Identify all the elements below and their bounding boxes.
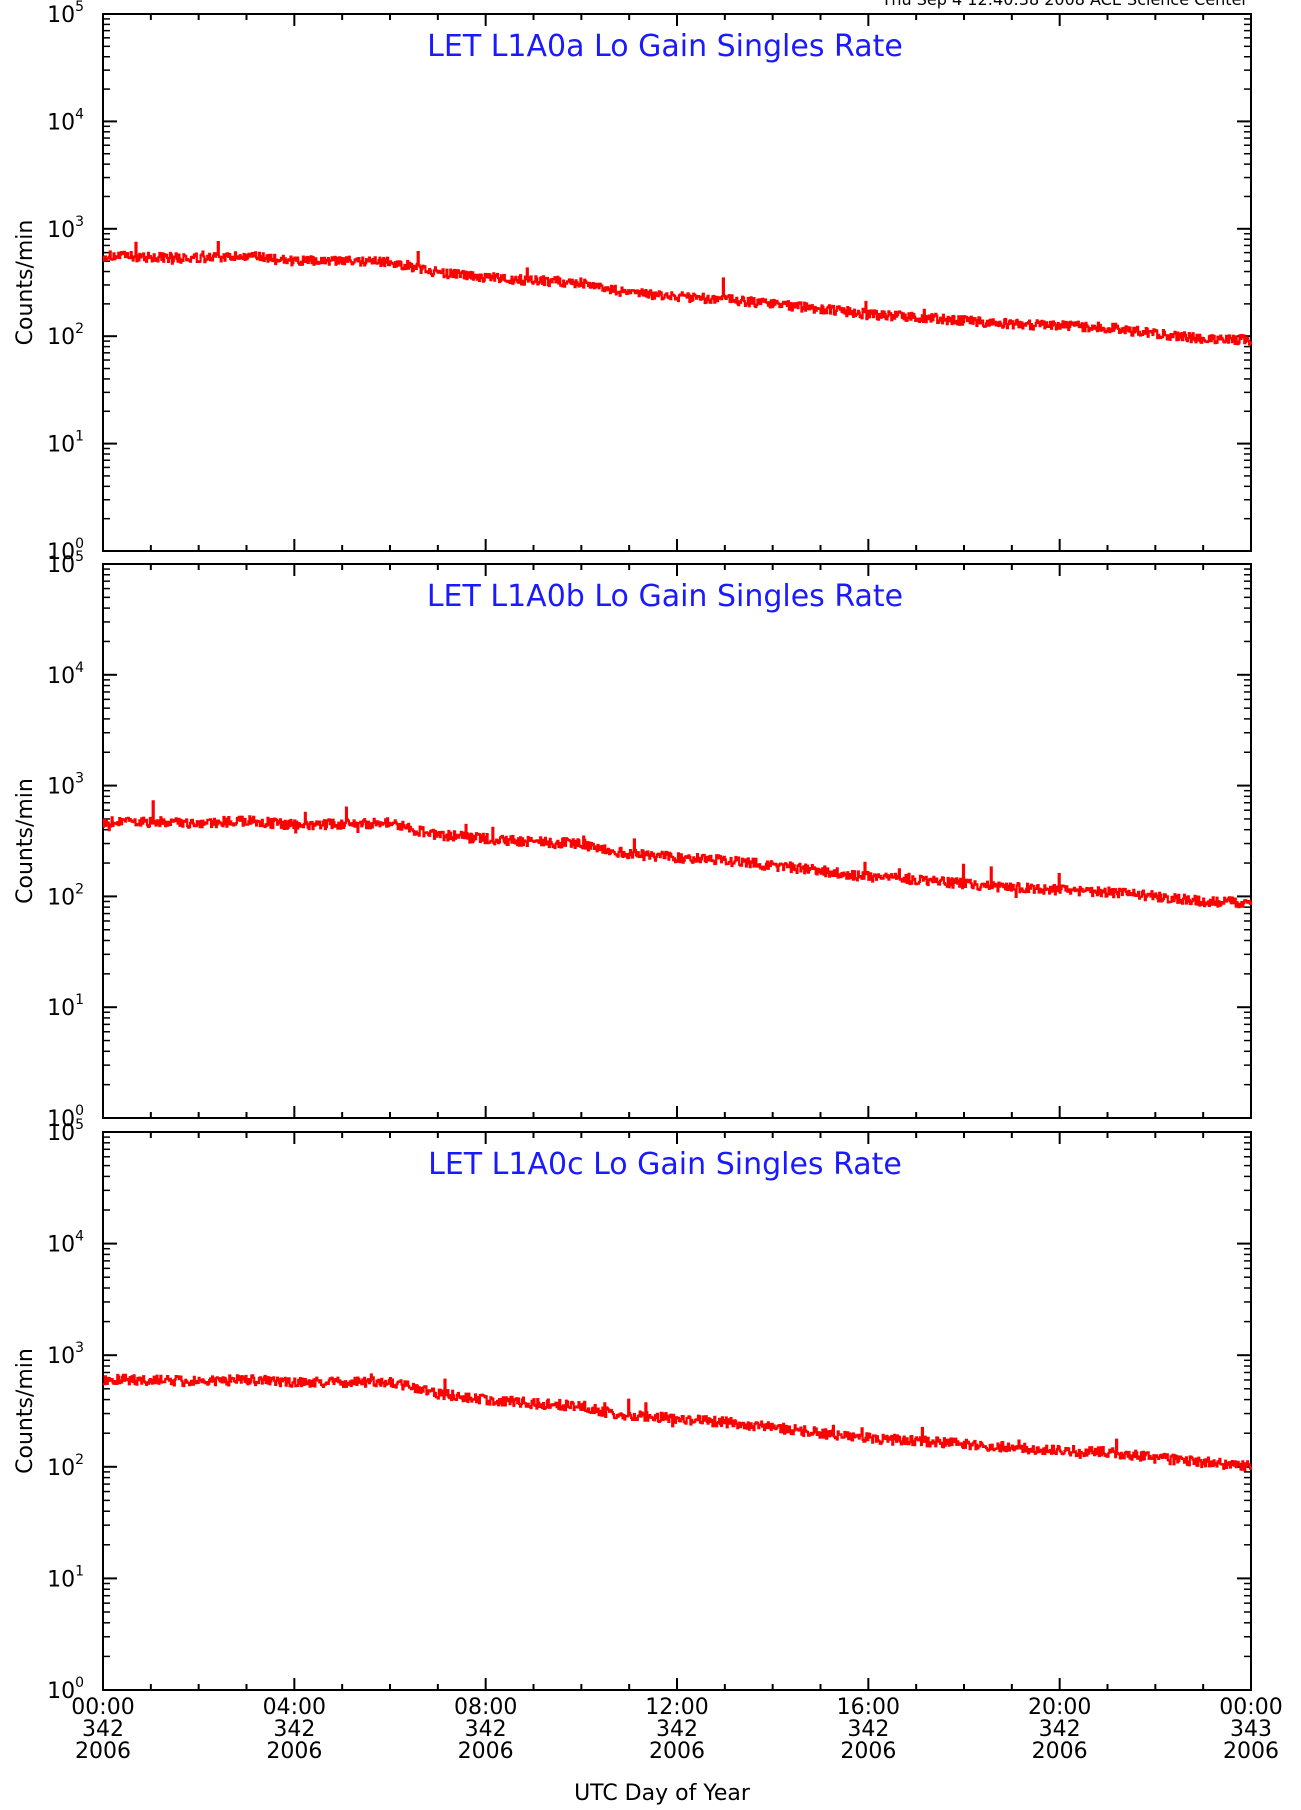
panels: 100 101 102 103 104 105 Counts/min LET L1A0a Lo… — [13, 0, 1253, 1704]
x-axis-labels: 00:00342200604:00342200608:00342200612:0… — [71, 1695, 1282, 1764]
series-line — [102, 800, 1253, 909]
plot-frame — [102, 1131, 1252, 1691]
y-tick-label: 103 — [47, 771, 84, 800]
x-tick-label: 342 — [82, 1717, 124, 1742]
x-tick-label: 342 — [1039, 1717, 1081, 1742]
x-tick-label: 12:00 — [645, 1695, 708, 1720]
panel-title: LET L1A0c Lo Gain Singles Rate — [428, 1147, 902, 1182]
y-tick-label: 105 — [47, 549, 84, 578]
plot-frame — [102, 13, 1252, 552]
panel-2: 100 101 102 103 104 105 Counts/min LET L1A0b Lo… — [13, 549, 1253, 1132]
y-tick-label: 101 — [47, 429, 84, 458]
x-tick-label: 00:00 — [1219, 1695, 1282, 1720]
x-tick-label: 342 — [465, 1717, 507, 1742]
x-tick-label: 2006 — [1223, 1739, 1279, 1764]
x-tick-label: 342 — [656, 1717, 698, 1742]
x-tick-label: 2006 — [1032, 1739, 1088, 1764]
y-tick-label: 102 — [47, 881, 84, 910]
x-tick-label: 2006 — [649, 1739, 705, 1764]
panel-3: 100 101 102 103 104 105 Counts/min LET L1A0c Lo… — [13, 1117, 1253, 1704]
x-tick-label: 2006 — [840, 1739, 896, 1764]
y-tick-label: 105 — [47, 1117, 84, 1146]
y-axis-label: Counts/min — [13, 1348, 38, 1474]
y-tick-label: 104 — [47, 660, 84, 689]
y-tick-label: 101 — [47, 1563, 84, 1592]
x-tick-label: 00:00 — [71, 1695, 134, 1720]
y-tick-label: 102 — [47, 321, 84, 350]
y-tick-label: 103 — [47, 1340, 84, 1369]
x-tick-label: 20:00 — [1028, 1695, 1091, 1720]
y-tick-label: 104 — [47, 106, 84, 135]
y-axis-label: Counts/min — [13, 220, 38, 346]
panel-1: 100 101 102 103 104 105 Counts/min LET L1A0a Lo… — [13, 0, 1253, 565]
y-tick-label: 103 — [47, 214, 84, 243]
x-tick-label: 04:00 — [263, 1695, 326, 1720]
y-tick-label: 104 — [47, 1229, 84, 1258]
x-tick-label: 16:00 — [837, 1695, 900, 1720]
x-tick-label: 342 — [273, 1717, 315, 1742]
x-tick-label: 2006 — [75, 1739, 131, 1764]
x-axis-title: UTC Day of Year — [574, 1781, 751, 1806]
plot-frame — [102, 563, 1252, 1119]
x-tick-label: 343 — [1230, 1717, 1272, 1742]
y-tick-label: 100 — [47, 1103, 84, 1132]
y-tick-label: 100 — [47, 536, 84, 565]
x-tick-label: 342 — [847, 1717, 889, 1742]
y-tick-label: 100 — [47, 1675, 84, 1704]
y-tick-label: 105 — [47, 0, 84, 28]
series-line — [102, 1373, 1253, 1472]
panel-title: LET L1A0b Lo Gain Singles Rate — [427, 579, 903, 614]
y-axis-label: Counts/min — [13, 778, 38, 904]
x-tick-label: 2006 — [266, 1739, 322, 1764]
panel-title: LET L1A0a Lo Gain Singles Rate — [427, 29, 903, 64]
timestamp-label: Thu Sep 4 12:40:38 2008 ACE Science Cent… — [881, 0, 1249, 9]
x-tick-label: 08:00 — [454, 1695, 517, 1720]
x-tick-label: 2006 — [458, 1739, 514, 1764]
y-tick-label: 102 — [47, 1452, 84, 1481]
series-line — [102, 241, 1253, 346]
y-tick-label: 101 — [47, 992, 84, 1021]
